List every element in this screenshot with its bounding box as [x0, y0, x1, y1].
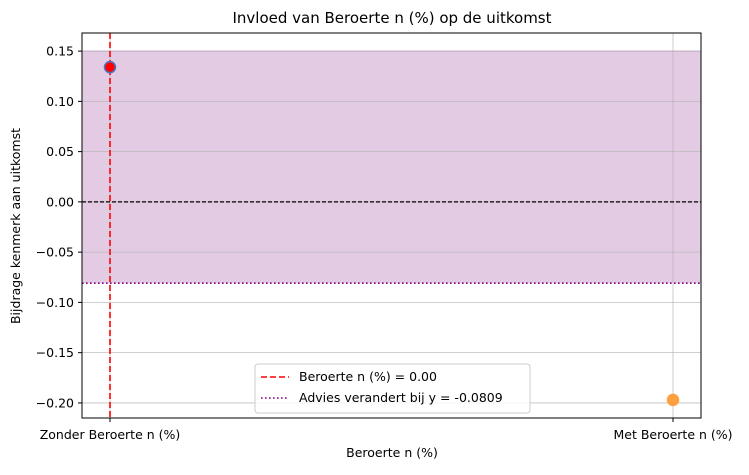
data-point	[103, 60, 117, 74]
y-tick-label: −0.15	[36, 345, 74, 360]
advice-region-band	[82, 51, 701, 284]
y-tick-label: −0.05	[36, 245, 74, 260]
y-tick-label: 0.15	[46, 44, 74, 59]
y-tick-label: 0.00	[46, 194, 74, 209]
legend-label-threshold-line: Advies verandert bij y = -0.0809	[299, 390, 503, 405]
legend-box	[254, 363, 531, 414]
y-tick-label: 0.05	[46, 144, 74, 159]
chart-title: Invloed van Beroerte n (%) op de uitkoms…	[233, 9, 552, 27]
legend-label-vertical-marker: Beroerte n (%) = 0.00	[299, 369, 437, 384]
x-axis-title: Beroerte n (%)	[346, 445, 438, 460]
y-tick-label: −0.10	[36, 295, 74, 310]
x-tick-label: Zonder Beroerte n (%)	[40, 427, 181, 442]
y-axis-title: Bijdrage kenmerk aan uitkomst	[8, 128, 23, 324]
axes-frame	[81, 32, 702, 419]
x-tick-label: Met Beroerte n (%)	[613, 427, 732, 442]
legend: Beroerte n (%) = 0.00 Advies verandert b…	[254, 363, 531, 414]
data-point	[666, 393, 680, 407]
plot-area: 0.15 0.10 0.05 0.00 −0.05 −0.10 −0.15 −0.20 Zond…	[36, 32, 733, 442]
y-tick-label: −0.20	[36, 395, 74, 410]
y-tick-label: 0.10	[46, 94, 74, 109]
